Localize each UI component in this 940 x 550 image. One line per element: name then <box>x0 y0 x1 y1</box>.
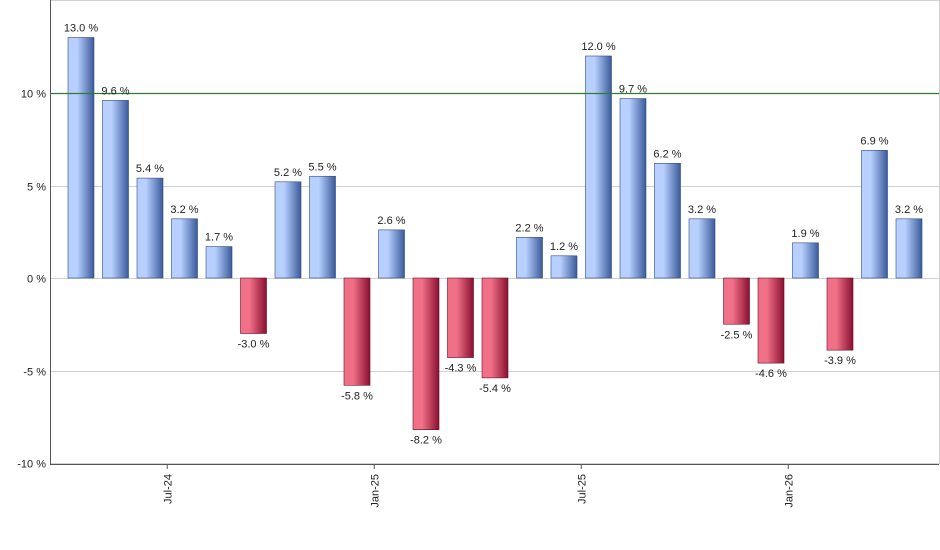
bar <box>826 277 854 351</box>
x-tick-label: Jul-24 <box>162 474 174 504</box>
y-tick-label: 10 % <box>21 89 46 101</box>
y-tick-label: 0 % <box>27 274 46 286</box>
data-label: 6.9 % <box>860 135 888 147</box>
data-label: -5.4 % <box>479 383 511 395</box>
data-label: -8.2 % <box>410 435 442 447</box>
data-label: 13.0 % <box>64 23 98 35</box>
data-label: -2.5 % <box>721 329 753 341</box>
data-label: 5.5 % <box>308 161 336 173</box>
bar <box>136 177 164 279</box>
data-label: -3.0 % <box>238 339 270 351</box>
bar <box>102 100 129 279</box>
bar <box>895 218 923 279</box>
data-label: 3.2 % <box>688 204 716 216</box>
bar <box>757 277 785 364</box>
data-label: 2.6 % <box>377 215 405 227</box>
bar <box>516 237 543 279</box>
y-tick-label: -10 % <box>17 459 46 471</box>
bar <box>723 277 750 325</box>
bar <box>274 181 302 279</box>
data-label: 5.2 % <box>274 167 302 179</box>
data-label: -5.8 % <box>341 390 373 402</box>
bar <box>447 277 474 358</box>
bar <box>619 98 647 279</box>
data-label: 1.2 % <box>550 241 578 253</box>
data-label: -4.3 % <box>445 363 477 375</box>
bar <box>240 277 267 334</box>
axes: 10 % 5 % 0 % -5 % -10 % Jul-24 Jan-25 Jul-25 Jan… <box>17 0 939 508</box>
x-tick-label: Jan-26 <box>783 474 795 508</box>
bar <box>412 277 440 430</box>
data-label: 1.9 % <box>791 228 819 240</box>
data-label: 3.2 % <box>170 204 198 216</box>
x-tick-label: Jul-25 <box>576 474 588 504</box>
y-tick-label: -5 % <box>23 367 46 379</box>
bar <box>205 246 233 279</box>
data-label: 1.7 % <box>205 232 233 244</box>
bar <box>378 229 405 279</box>
bar <box>688 218 716 279</box>
bar <box>481 277 509 379</box>
data-label: 9.7 % <box>619 84 647 96</box>
bar <box>792 242 819 279</box>
bar <box>67 37 95 279</box>
bar <box>309 175 336 279</box>
data-label: 12.0 % <box>581 41 615 53</box>
data-label: 9.6 % <box>101 85 129 97</box>
y-tick-label: 5 % <box>27 182 46 194</box>
bars <box>67 37 923 430</box>
data-label: 6.2 % <box>653 148 681 160</box>
data-label: -3.9 % <box>824 355 856 367</box>
bar <box>343 277 371 386</box>
data-label: -4.6 % <box>755 368 787 380</box>
data-label: 5.4 % <box>136 163 164 175</box>
data-label: 2.2 % <box>515 222 543 234</box>
data-label: 3.2 % <box>895 204 923 216</box>
bar <box>654 163 681 279</box>
bar <box>861 150 888 279</box>
x-tick-label: Jan-25 <box>369 474 381 508</box>
bar <box>585 55 612 279</box>
bar <box>550 255 578 279</box>
data-labels: 13.0 % 9.6 % 5.4 % 3.2 % 1.7 % -3.0 % 5.2 % 5.5… <box>64 23 923 447</box>
bar <box>171 218 198 279</box>
